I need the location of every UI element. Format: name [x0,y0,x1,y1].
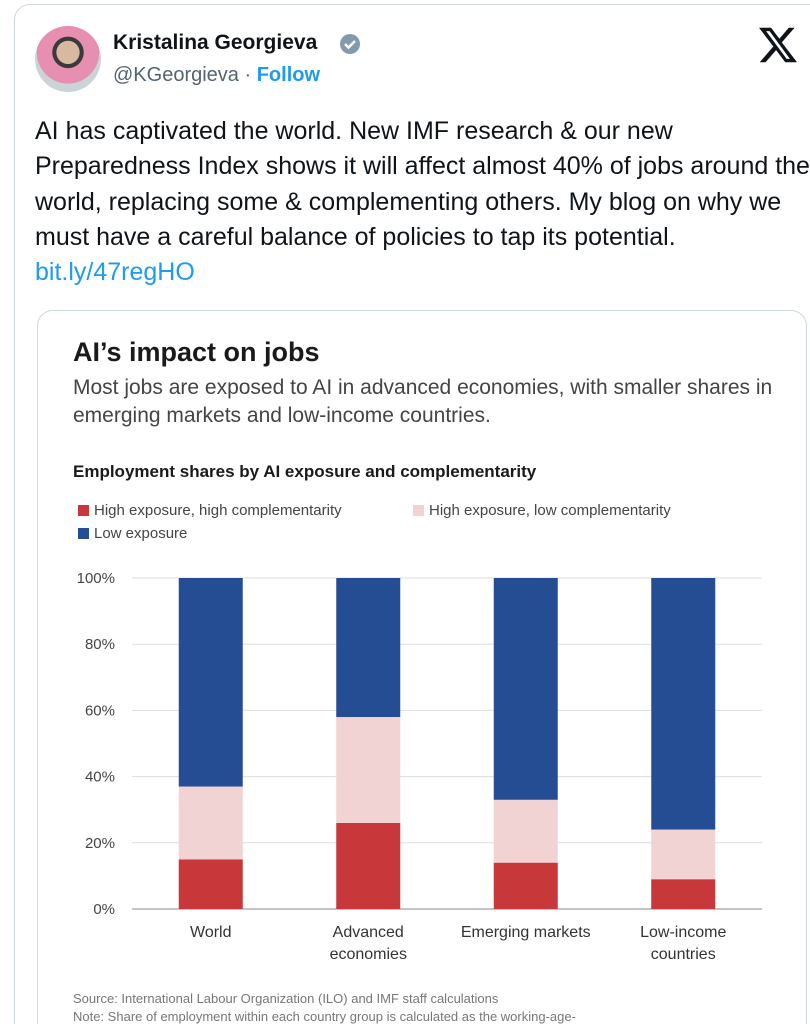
y-tick-label: 100% [77,570,115,587]
legend-item: High exposure, high complementarity [78,502,342,519]
legend-item: High exposure, low complementarity [413,502,671,519]
handle-row: @KGeorgieva · Follow [113,64,320,87]
x-tick-label: Emerging markets [460,924,591,941]
x-tick-label: Low-income countries [640,924,727,963]
legend-swatch [78,528,89,539]
legend-swatch [78,505,89,516]
chart-heading: Employment shares by AI exposure and com… [73,462,537,481]
follow-button[interactable]: Follow [256,64,321,86]
tweet-link[interactable]: bit.ly/47regHO [35,258,195,287]
verified-badge [340,34,360,54]
x-tick-label: Advanced economies [329,924,407,963]
bar-segment [493,799,558,863]
bar-segment [178,786,243,860]
handle[interactable]: @KGeorgieva [113,64,239,86]
bar-segment [336,717,401,823]
avatar[interactable] [35,26,101,92]
legend-item: Low exposure [78,525,187,542]
chart-title: AI’s impact on jobs [73,337,320,367]
legend-label: Low exposure [94,525,188,542]
separator: · [244,64,252,86]
legend-label: High exposure, low complementarity [429,502,671,519]
bar-segment [493,862,558,909]
bar-segment [178,578,243,787]
y-tick-label: 60% [85,702,115,719]
source: Source: International Labour Organizatio… [73,991,499,1006]
y-tick-label: 40% [85,769,115,786]
author-name[interactable]: Kristalina Georgieva [113,31,318,54]
bar-segment [651,578,716,830]
bar-segment [651,879,716,909]
chart-card [37,310,807,1024]
y-tick-label: 0% [93,901,115,918]
x-tick-label: World [190,924,232,941]
bar-segment [651,829,716,880]
bar-segment [336,822,401,909]
tweet-body: AI has captivated the world. New IMF res… [35,117,810,251]
note: Note: Share of employment within each co… [73,1009,576,1024]
chart-subtitle: Most jobs are exposed to AI in advanced … [73,376,773,427]
legend-swatch [413,505,424,516]
x-logo[interactable] [757,26,799,64]
tweet-text: AI has captivated the world. New IMF res… [35,114,810,290]
tweet-card [14,4,810,1024]
bar-segment [178,859,243,909]
bar-segment [493,578,558,800]
legend-label: High exposure, high complementarity [94,502,342,519]
y-tick-label: 80% [85,636,115,653]
bar-segment [336,578,401,718]
y-tick-label: 20% [85,835,115,852]
